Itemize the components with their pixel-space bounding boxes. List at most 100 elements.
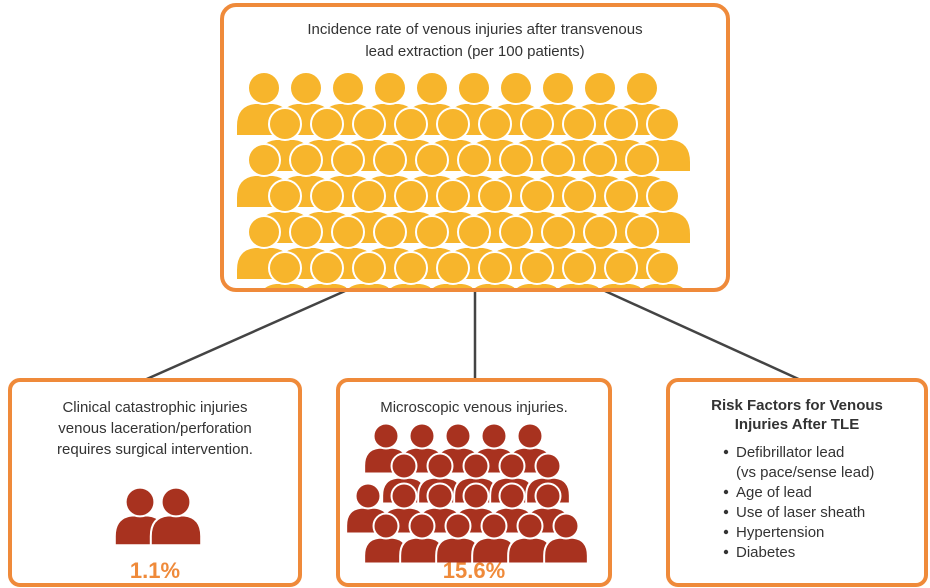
person-head — [478, 251, 512, 285]
person-head — [625, 71, 659, 105]
person-head — [457, 71, 491, 105]
person-head — [457, 215, 491, 249]
person-head — [625, 215, 659, 249]
box-text: venous laceration/perforation — [58, 420, 251, 437]
person-head — [520, 179, 554, 213]
person-head — [516, 422, 544, 450]
person-head — [247, 143, 281, 177]
person-head — [520, 251, 554, 285]
person-head — [310, 179, 344, 213]
person-head — [352, 251, 386, 285]
box-risk — [666, 378, 928, 587]
risk-item: Age of lead — [736, 484, 812, 501]
person-head — [373, 143, 407, 177]
person-head — [516, 512, 544, 540]
person-head — [604, 251, 638, 285]
injury-icons — [113, 422, 589, 565]
person-head — [478, 179, 512, 213]
person-head — [372, 422, 400, 450]
person-body — [256, 282, 314, 288]
person-head — [426, 452, 454, 480]
person-head — [562, 251, 596, 285]
bullet — [723, 549, 729, 555]
risk-title: Injuries After TLE — [735, 416, 859, 433]
person-head — [541, 71, 575, 105]
box-text: requires surgical intervention. — [57, 441, 253, 458]
person-body — [149, 514, 203, 547]
person-head — [394, 107, 428, 141]
person-head — [373, 71, 407, 105]
person-head — [394, 251, 428, 285]
person-head — [268, 107, 302, 141]
percentage: 1.1% — [130, 558, 180, 583]
person-head — [462, 452, 490, 480]
box-clinical — [8, 378, 302, 587]
person-body — [340, 282, 398, 288]
person-head — [444, 512, 472, 540]
person-head — [541, 143, 575, 177]
bullet — [723, 489, 729, 495]
person-head — [390, 482, 418, 510]
person-head — [499, 71, 533, 105]
person-head — [160, 486, 192, 518]
person-head — [268, 251, 302, 285]
person-head — [289, 71, 323, 105]
person-head — [457, 143, 491, 177]
person-head — [562, 107, 596, 141]
person-body — [466, 282, 524, 288]
person-head — [480, 512, 508, 540]
person-head — [534, 482, 562, 510]
person-body — [592, 282, 650, 288]
person-head — [436, 107, 470, 141]
person-body — [424, 282, 482, 288]
top-title: Incidence rate of venous injuries after … — [307, 21, 642, 38]
person-head — [354, 482, 382, 510]
person-head — [646, 251, 680, 285]
person-head — [462, 482, 490, 510]
person-body — [298, 282, 356, 288]
person-head — [444, 422, 472, 450]
risk-item: Hypertension — [736, 524, 824, 541]
person-head — [534, 452, 562, 480]
connector — [139, 289, 346, 384]
box-text: Microscopic venous injuries. — [380, 399, 568, 416]
person-head — [480, 422, 508, 450]
person-head — [352, 107, 386, 141]
person-head — [124, 486, 156, 518]
risk-item: Diabetes — [736, 544, 795, 561]
person-head — [498, 452, 526, 480]
person-head — [436, 179, 470, 213]
person-head — [331, 71, 365, 105]
person-body — [508, 282, 566, 288]
person-head — [583, 215, 617, 249]
person-body — [550, 282, 608, 288]
person-head — [310, 107, 344, 141]
person-head — [646, 179, 680, 213]
person-head — [372, 512, 400, 540]
person-head — [310, 251, 344, 285]
risk-item: (vs pace/sense lead) — [736, 464, 874, 481]
person-body — [382, 282, 440, 288]
top-title: lead extraction (per 100 patients) — [365, 43, 584, 60]
person-head — [352, 179, 386, 213]
bullet — [723, 529, 729, 535]
patient-icons — [235, 71, 692, 288]
person-head — [247, 71, 281, 105]
person-head — [394, 179, 428, 213]
risk-title: Risk Factors for Venous — [711, 397, 883, 414]
person-head — [415, 143, 449, 177]
risk-item: Defibrillator lead — [736, 444, 844, 461]
person-head — [552, 512, 580, 540]
person-head — [408, 512, 436, 540]
person-head — [478, 107, 512, 141]
person-body — [634, 282, 692, 288]
person-head — [331, 215, 365, 249]
risk-item: Use of laser sheath — [736, 504, 865, 521]
person-head — [289, 215, 323, 249]
person-head — [331, 143, 365, 177]
percentage: 15.6% — [443, 558, 505, 583]
person-head — [436, 251, 470, 285]
person-head — [247, 215, 281, 249]
